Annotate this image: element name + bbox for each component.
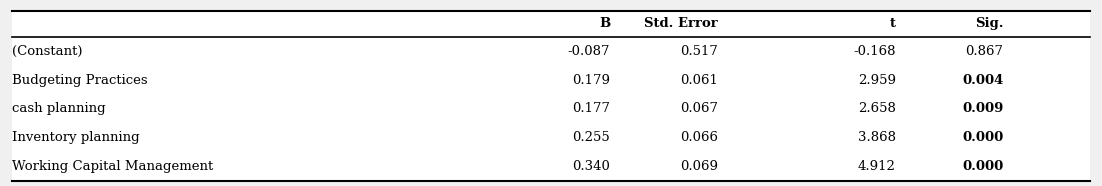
Text: 0.179: 0.179 — [572, 73, 611, 86]
Text: 0.867: 0.867 — [965, 45, 1004, 58]
Text: 0.255: 0.255 — [573, 131, 611, 144]
Text: 4.912: 4.912 — [857, 160, 896, 173]
Text: Std. Error: Std. Error — [645, 17, 719, 30]
Text: t: t — [889, 17, 896, 30]
Text: 0.067: 0.067 — [680, 102, 719, 115]
Text: 2.658: 2.658 — [857, 102, 896, 115]
Text: 0.009: 0.009 — [962, 102, 1004, 115]
Text: 0.000: 0.000 — [962, 160, 1004, 173]
Text: Sig.: Sig. — [975, 17, 1004, 30]
Text: Inventory planning: Inventory planning — [12, 131, 140, 144]
Text: 0.066: 0.066 — [680, 131, 719, 144]
Text: cash planning: cash planning — [12, 102, 106, 115]
Text: -0.168: -0.168 — [853, 45, 896, 58]
Text: -0.087: -0.087 — [568, 45, 611, 58]
Text: Budgeting Practices: Budgeting Practices — [12, 73, 148, 86]
Text: Working Capital Management: Working Capital Management — [12, 160, 214, 173]
Text: 0.069: 0.069 — [680, 160, 719, 173]
Text: 3.868: 3.868 — [857, 131, 896, 144]
Text: 0.517: 0.517 — [680, 45, 719, 58]
Text: 0.177: 0.177 — [572, 102, 611, 115]
Text: 0.000: 0.000 — [962, 131, 1004, 144]
FancyBboxPatch shape — [12, 11, 1090, 181]
Text: 0.061: 0.061 — [680, 73, 719, 86]
Text: 0.004: 0.004 — [962, 73, 1004, 86]
Text: 0.340: 0.340 — [572, 160, 611, 173]
Text: B: B — [599, 17, 611, 30]
Text: 2.959: 2.959 — [857, 73, 896, 86]
Text: (Constant): (Constant) — [12, 45, 83, 58]
